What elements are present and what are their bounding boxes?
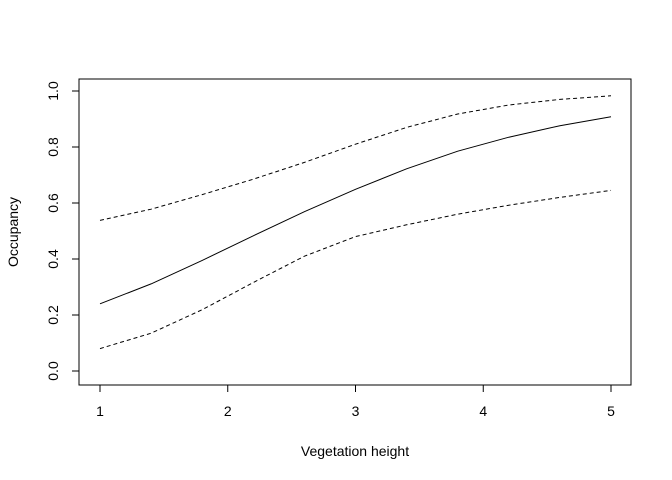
- confidence-band-line-1: [99, 189, 612, 350]
- x-axis-title: Vegetation height: [301, 443, 409, 459]
- x-tick-label: 1: [96, 403, 104, 419]
- x-tick-label: 2: [224, 403, 232, 419]
- y-axis: 0.0 0.2 0.4 0.6 0.8 1.0: [45, 81, 80, 381]
- y-tick-label: 0.8: [45, 137, 61, 157]
- y-axis-title: Occupancy: [5, 197, 21, 267]
- series-layer: [99, 95, 612, 350]
- y-tick-label: 0.6: [45, 193, 61, 213]
- confidence-band-line-2: [99, 95, 612, 221]
- x-tick-label: 5: [607, 403, 615, 419]
- y-tick-label: 0.0: [45, 361, 61, 381]
- x-tick-label: 3: [352, 403, 360, 419]
- y-tick-label: 0.4: [45, 249, 61, 269]
- x-tick-label: 4: [479, 403, 487, 419]
- estimate-line: [99, 116, 612, 305]
- y-tick-label: 0.2: [45, 305, 61, 325]
- plot-frame: [78, 78, 632, 386]
- y-tick-label: 1.0: [45, 81, 61, 101]
- x-axis: 1 2 3 4 5: [96, 384, 615, 419]
